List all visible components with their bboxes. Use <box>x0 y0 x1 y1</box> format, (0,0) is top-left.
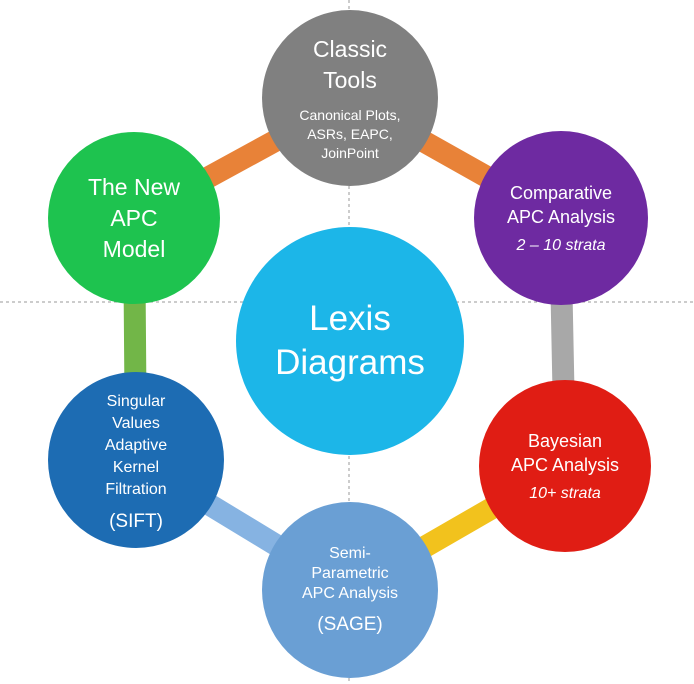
node-sage: Semi- Parametric APC Analysis (SAGE) <box>262 502 438 678</box>
center-node-lexis: Lexis Diagrams <box>236 227 464 455</box>
comparative-title: Comparative APC Analysis <box>506 183 616 227</box>
center-title: Lexis Diagrams <box>275 299 425 382</box>
sage-acronym: (SAGE) <box>317 613 383 635</box>
node-sift: Singular Values Adaptive Kernel Filtrati… <box>48 372 224 548</box>
node-bayesian: Bayesian APC Analysis 10+ strata <box>479 380 651 552</box>
classic-tools-title: Classic Tools <box>312 35 388 93</box>
node-comparative: Comparative APC Analysis 2 – 10 strata <box>474 131 648 305</box>
bayesian-title: Bayesian APC Analysis <box>510 431 620 475</box>
sift-title: Singular Values Adaptive Kernel Filtrati… <box>104 392 168 498</box>
sage-title: Semi- Parametric APC Analysis <box>301 544 399 602</box>
sift-acronym: (SIFT) <box>109 510 163 532</box>
comparative-note: 2 – 10 strata <box>516 237 606 254</box>
classic-tools-subtitle: Canonical Plots, ASRs, EAPC, JoinPoint <box>299 106 401 161</box>
bayesian-note: 10+ strata <box>529 485 601 502</box>
new-apc-title: The New APC Model <box>87 173 181 262</box>
node-classic-tools: Classic Tools Canonical Plots, ASRs, EAP… <box>262 10 438 186</box>
node-new-apc: The New APC Model <box>48 132 220 304</box>
